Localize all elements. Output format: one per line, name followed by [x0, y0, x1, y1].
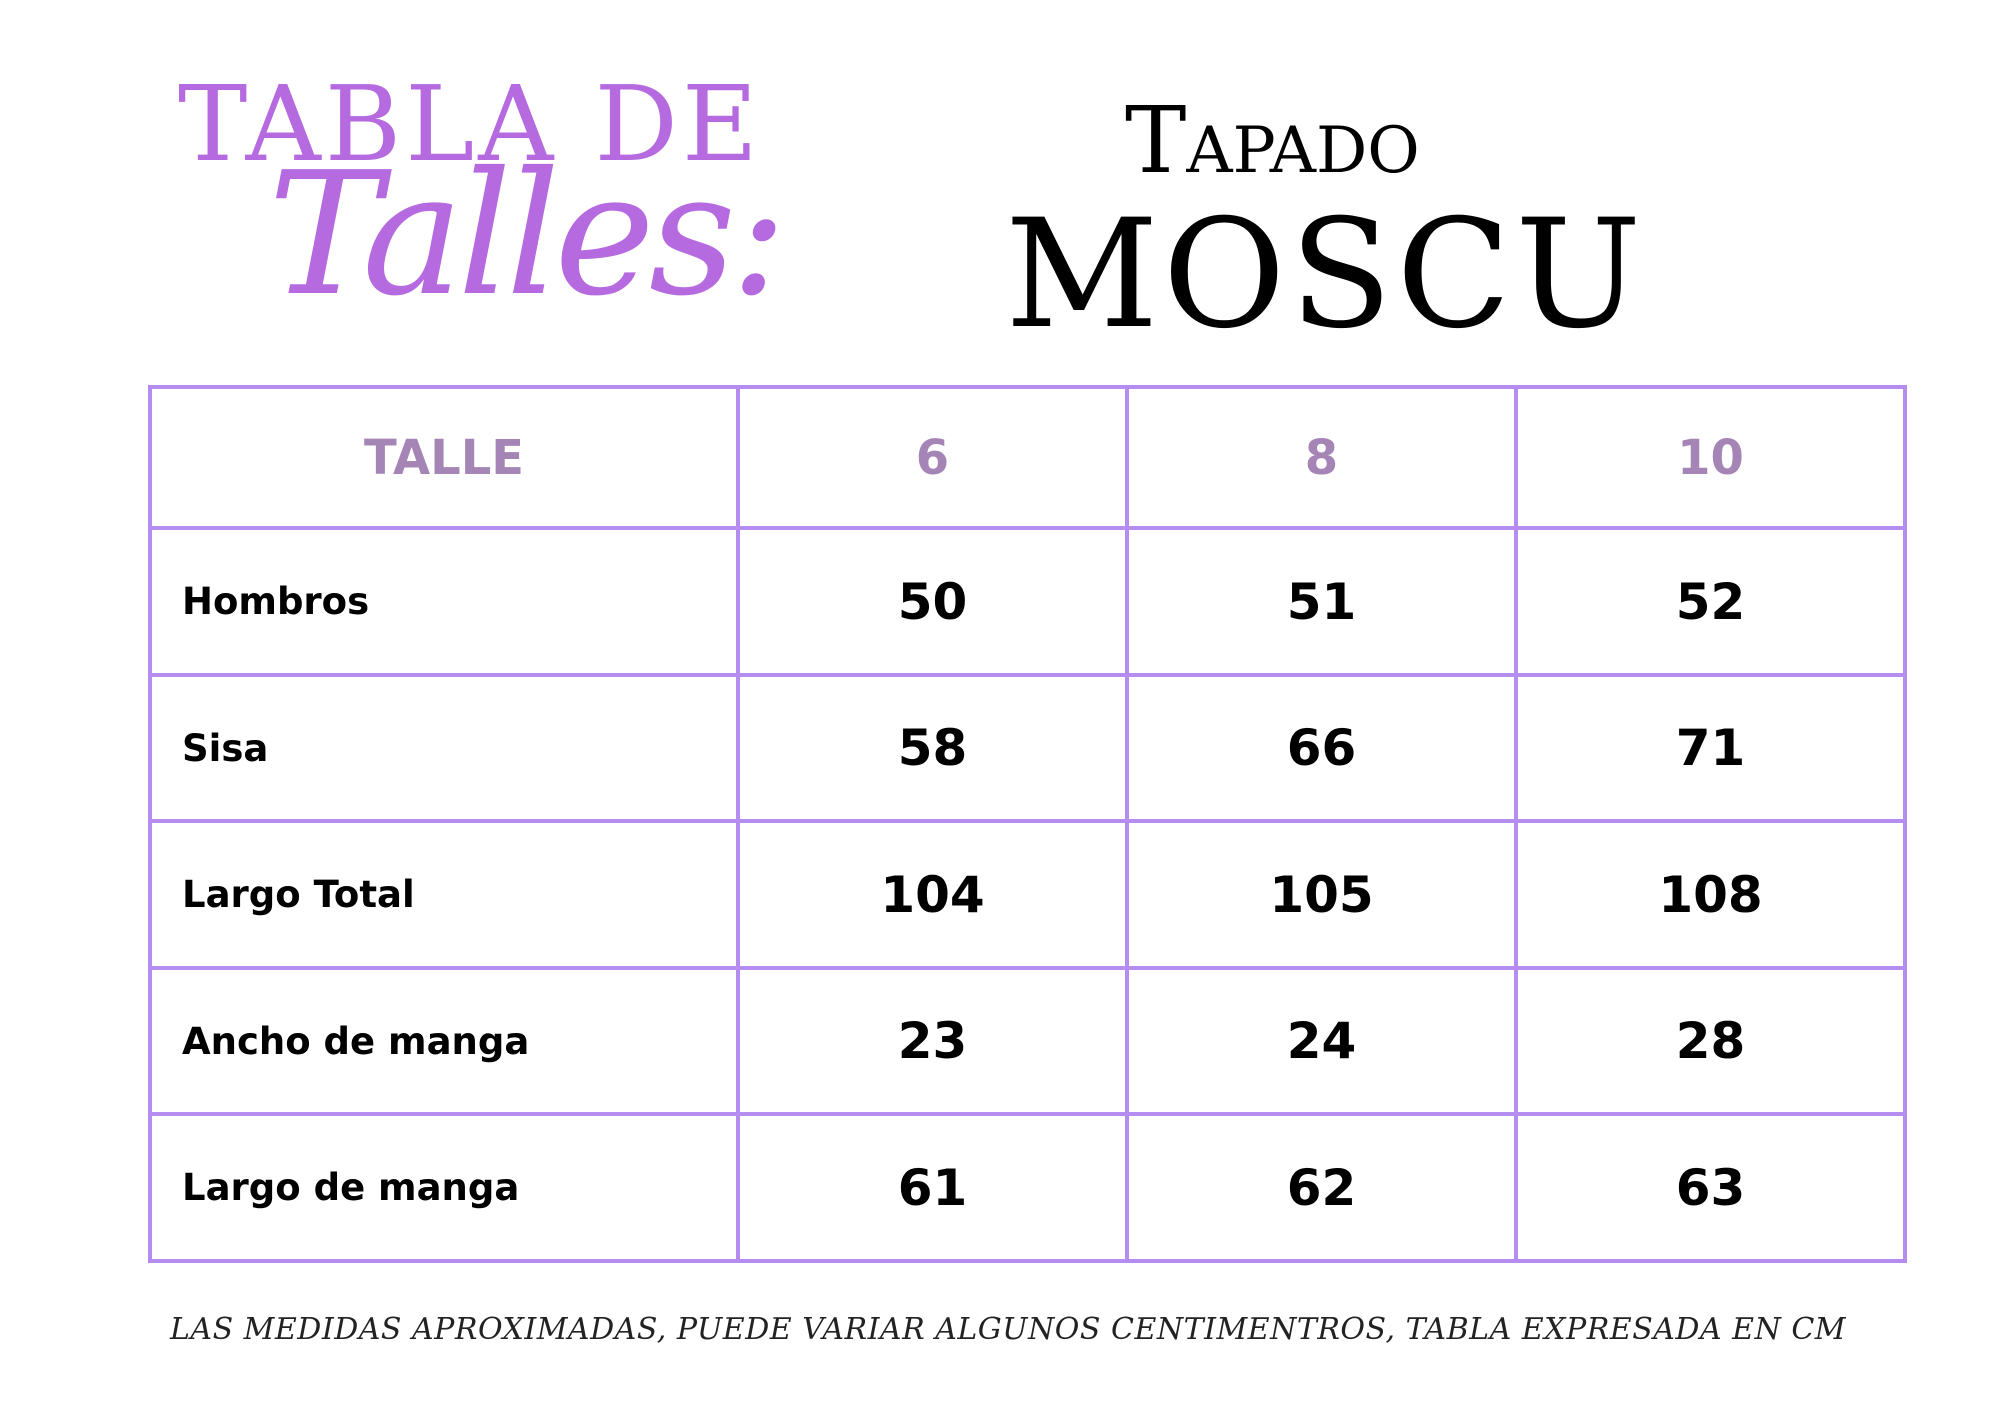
size-table: TALLE 6 8 10 Hombros 50 51 52 Sisa 58 66… — [148, 384, 1907, 1263]
table-cell: 52 — [1514, 526, 1907, 677]
table-row: Ancho de manga 23 24 28 — [148, 965, 1907, 1117]
row-label: Sisa — [148, 672, 740, 824]
table-cell: 50 — [736, 526, 1129, 677]
row-label: Hombros — [148, 526, 740, 677]
header-cell-talle: TALLE — [148, 384, 740, 531]
title-line-1: TABLA DE — [178, 63, 762, 185]
table-row: Largo Total 104 105 108 — [148, 819, 1907, 970]
table-cell: 61 — [736, 1112, 1129, 1263]
table-cell: 23 — [736, 965, 1129, 1117]
header-cell-size-8: 8 — [1125, 384, 1518, 531]
table-row: Largo de manga 61 62 63 — [148, 1112, 1907, 1263]
table-row: Sisa 58 66 71 — [148, 672, 1907, 824]
header-cell-size-10: 10 — [1514, 384, 1907, 531]
row-label: Largo Total — [148, 819, 740, 970]
table-cell: 105 — [1125, 819, 1518, 970]
table-cell: 24 — [1125, 965, 1518, 1117]
table-cell: 108 — [1514, 819, 1907, 970]
table-header-row: TALLE 6 8 10 — [148, 384, 1907, 531]
table-cell: 58 — [736, 672, 1129, 824]
title-line-2: Talles: — [268, 136, 787, 334]
table-cell: 66 — [1125, 672, 1518, 824]
table-cell: 104 — [736, 819, 1129, 970]
table-cell: 63 — [1514, 1112, 1907, 1263]
product-type: Tapado — [1125, 87, 1420, 194]
footnote: LAS MEDIDAS APROXIMADAS, PUEDE VARIAR AL… — [170, 1312, 1847, 1347]
table-row: Hombros 50 51 52 — [148, 526, 1907, 677]
header-cell-size-6: 6 — [736, 384, 1129, 531]
row-label: Largo de manga — [148, 1112, 740, 1263]
table-cell: 62 — [1125, 1112, 1518, 1263]
table-cell: 51 — [1125, 526, 1518, 677]
table-cell: 71 — [1514, 672, 1907, 824]
product-name: MOSCU — [1005, 188, 1646, 362]
row-label: Ancho de manga — [148, 965, 740, 1117]
table-cell: 28 — [1514, 965, 1907, 1117]
